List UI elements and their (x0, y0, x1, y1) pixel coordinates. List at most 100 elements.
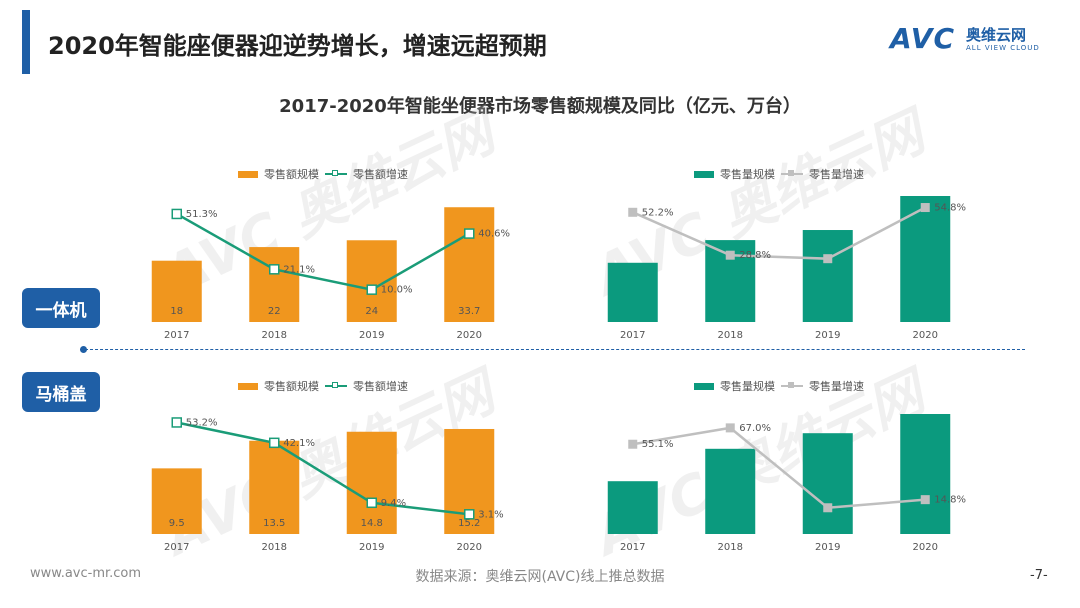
bar-2018 (705, 448, 756, 534)
line-value-label: 67.0% (739, 423, 771, 434)
line-point (725, 423, 735, 433)
chart-yitiji-volume: 2017 2018 2019 2020 52.2% 28.8% 54.8% (607, 196, 966, 341)
growth-line (176, 421, 470, 516)
line-value-label: 28.8% (739, 250, 771, 261)
legend-panel-1: 零售额规模 零售额增速 (238, 166, 408, 182)
line-value-label: 21.1% (283, 264, 315, 275)
line-point (920, 495, 930, 505)
x-tick-label: 2017 (620, 330, 645, 341)
bar-value-label: 9.5 (169, 518, 185, 529)
legend-panel-3: 零售额规模 零售额增速 (238, 378, 408, 394)
legend-bar-label: 零售额规模 (264, 380, 319, 393)
row-label-yitiji: 一体机 (22, 288, 100, 328)
line-value-label: 3.1% (478, 509, 503, 520)
line-point (269, 264, 280, 275)
x-tick-label: 2019 (359, 330, 384, 341)
growth-line (632, 426, 926, 510)
avc-logo: AVC 奥维云网 ALL VIEW CLOUD (890, 22, 1060, 56)
x-tick-label: 2018 (718, 542, 743, 553)
line-value-label: 51.3% (186, 209, 218, 220)
bar-value-label: 14.8 (361, 518, 383, 529)
growth-line (632, 206, 926, 260)
x-tick-label: 2017 (164, 542, 189, 553)
bar-value-label: 18 (170, 306, 183, 317)
line-point (628, 439, 638, 449)
x-tick-label: 2018 (262, 542, 287, 553)
bar-2020 (900, 196, 951, 322)
line-value-label: 52.2% (642, 207, 674, 218)
line-point (171, 417, 182, 428)
x-tick-label: 2019 (815, 330, 840, 341)
legend-line-swatch (325, 382, 347, 390)
line-value-label: 54.8% (934, 203, 966, 214)
footer-url[interactable]: www.avc-mr.com (30, 566, 142, 581)
growth-line (176, 212, 470, 291)
line-point (628, 207, 638, 217)
line-point (366, 497, 377, 509)
legend-bar-label: 零售量规模 (720, 168, 775, 181)
bar-2020 (444, 207, 495, 322)
line-point (366, 284, 377, 295)
chart-matonggai-volume: 2017 2018 2019 2020 55.1% 67.0% 14.8% (607, 414, 966, 553)
bar-2017 (151, 468, 202, 534)
legend-line-label: 零售量增速 (809, 168, 864, 181)
line-point (823, 254, 833, 264)
bar-2019 (346, 431, 397, 534)
bar-2019 (802, 433, 853, 534)
line-point (464, 228, 475, 239)
row-label-matonggai: 马桶盖 (22, 372, 100, 412)
legend-line-swatch (781, 382, 803, 390)
bar-2020 (900, 414, 951, 534)
line-point (823, 503, 833, 513)
bar-value-label: 13.5 (263, 518, 285, 529)
logo-text: AVC (890, 22, 955, 55)
legend-bar-swatch (238, 170, 258, 178)
line-value-label: 10.0% (381, 285, 413, 296)
legend-line-label: 零售额增速 (353, 168, 408, 181)
line-value-label: 40.6% (478, 229, 510, 240)
legend-line-swatch (325, 170, 347, 178)
section-divider (80, 349, 1025, 350)
x-tick-label: 2019 (359, 542, 384, 553)
line-point (725, 250, 735, 260)
bar-2017 (607, 262, 658, 322)
legend-panel-2: 零售量规模 零售量增速 (694, 166, 864, 182)
x-tick-label: 2020 (457, 542, 482, 553)
x-tick-label: 2018 (718, 330, 743, 341)
bar-2019 (802, 230, 853, 322)
legend-bar-label: 零售量规模 (720, 380, 775, 393)
x-tick-label: 2017 (164, 330, 189, 341)
legend-line-label: 零售额增速 (353, 380, 408, 393)
page-title: 2020年智能座便器迎逆势增长，增速远超预期 (48, 32, 547, 60)
x-tick-label: 2020 (913, 542, 938, 553)
footer-source: 数据来源：奥维云网(AVC)线上推总数据 (415, 569, 665, 585)
legend-line-label: 零售量增速 (809, 380, 864, 393)
x-tick-label: 2020 (457, 330, 482, 341)
bar-2017 (151, 260, 202, 322)
chart-matonggai-sales: 9.5 2017 13.5 2018 14.8 2019 15.2 2020 53.2% 42.1… (151, 417, 504, 553)
bar-value-label: 24 (365, 306, 378, 317)
x-tick-label: 2020 (913, 330, 938, 341)
bar-value-label: 22 (268, 306, 281, 317)
bar-2018 (249, 440, 300, 534)
line-point (920, 203, 930, 213)
legend-bar-swatch (694, 382, 714, 390)
page-number: -7- (1030, 568, 1048, 583)
line-point (269, 437, 280, 449)
line-value-label: 14.8% (934, 495, 966, 506)
chart-title: 2017-2020年智能坐便器市场零售额规模及同比（亿元、万台） (279, 96, 801, 117)
bar-2017 (607, 481, 658, 534)
bar-value-label: 33.7 (458, 306, 480, 317)
line-value-label: 42.1% (283, 438, 315, 449)
line-value-label: 53.2% (186, 417, 218, 428)
logo-en: ALL VIEW CLOUD (966, 44, 1040, 52)
title-accent-bar (22, 10, 30, 74)
legend-bar-swatch (238, 382, 258, 390)
line-value-label: 9.4% (381, 498, 406, 509)
legend-panel-4: 零售量规模 零售量增速 (694, 378, 864, 394)
bar-value-label: 15.2 (458, 518, 480, 529)
legend-line-swatch (781, 170, 803, 178)
legend-bar-label: 零售额规模 (264, 168, 319, 181)
legend-bar-swatch (694, 170, 714, 178)
chart-yitiji-sales: 18 2017 22 2018 24 2019 33.7 2020 51.3% 21.1% 10.0… (151, 207, 510, 341)
